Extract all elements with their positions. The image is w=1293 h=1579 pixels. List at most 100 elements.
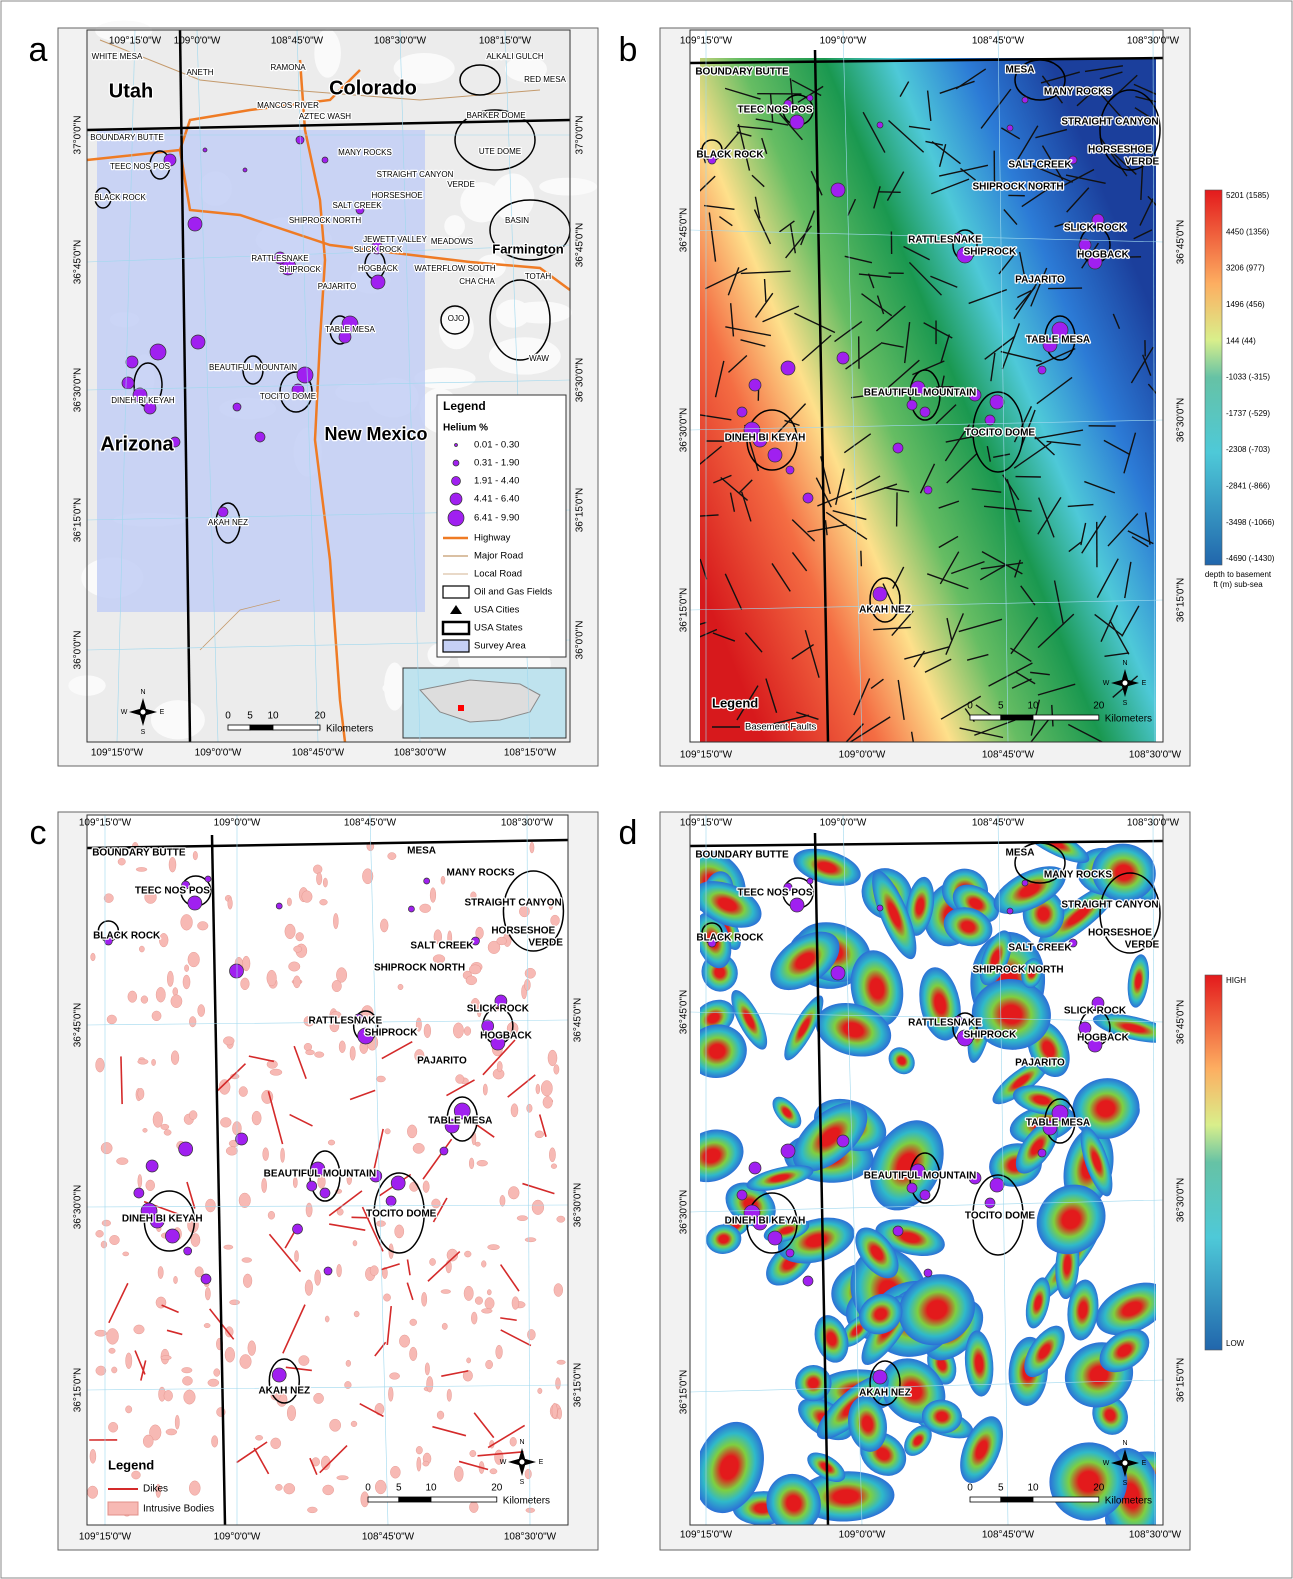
compass-letter: W [1103, 680, 1110, 687]
intrusive-body [557, 1408, 561, 1419]
intrusive-body [91, 953, 96, 961]
longitude-label: 108°30'0"W [1129, 1530, 1182, 1541]
state-label: Colorado [329, 77, 417, 99]
intrusive-body [442, 1323, 447, 1330]
intrusive-body [464, 1286, 473, 1301]
helium-sample [831, 966, 845, 980]
helium-sample [440, 1147, 448, 1155]
scale-bar [399, 1497, 431, 1502]
compass-letter: W [121, 709, 128, 716]
field-name: TEEC NOS POS [737, 888, 812, 899]
longitude-label: 108°15'0"W [479, 36, 532, 47]
scale-label: 5 [998, 1483, 1004, 1494]
intrusive-body [554, 1283, 563, 1296]
field-name: BARKER DOME [466, 111, 525, 120]
helium-sample [737, 1190, 747, 1200]
field-name: RATTLESNAKE [308, 1016, 382, 1027]
intrusive-body [481, 1309, 492, 1314]
intrusive-body [430, 888, 436, 903]
intrusive-body [510, 1437, 517, 1446]
field-name: JEWETT VALLEY [363, 235, 427, 244]
intrusive-body [441, 876, 445, 884]
colorbar-label: -1737 (-529) [1226, 409, 1270, 418]
helium-sample [790, 115, 804, 129]
intrusive-body [96, 1230, 104, 1237]
helium-sample [324, 1267, 332, 1275]
intrusive-body [299, 1355, 310, 1365]
helium-sample [134, 1188, 144, 1198]
field-name: BLACK ROCK [696, 150, 764, 161]
intrusive-body [477, 1160, 488, 1166]
intrusive-body [351, 1421, 357, 1427]
colorbar-label: -2841 (-866) [1226, 482, 1270, 491]
field-name: BLACK ROCK [696, 933, 764, 944]
colorbar-label: -3498 (-1066) [1226, 518, 1275, 527]
helium-sample [391, 1176, 405, 1190]
field-name: BEAUTIFUL MOUNTAIN [264, 1169, 376, 1180]
terrain [496, 299, 530, 327]
legend-symbol [448, 510, 464, 526]
compass-letter: S [520, 1479, 525, 1486]
helium-sample [831, 183, 845, 197]
intrusive-body [96, 1058, 105, 1072]
intrusive-body [390, 1466, 400, 1478]
intrusive-body [243, 1274, 252, 1288]
intrusive-body [552, 1403, 557, 1419]
intrusive-body [267, 970, 277, 986]
field-name: SHIPROCK [964, 247, 1018, 258]
intrusive-body [497, 937, 507, 945]
field-name: SLICK ROCK [467, 1004, 530, 1015]
field-name: STRAIGHT CANYON [1061, 900, 1158, 911]
intrusive-body [486, 1360, 493, 1369]
compass-letter: S [1123, 1480, 1128, 1487]
field-name: SALT CREEK [1008, 943, 1072, 954]
scale-unit: Kilometers [1105, 714, 1152, 725]
panel-label: b [619, 31, 638, 69]
legend-label: 4.41 - 6.40 [474, 494, 519, 505]
intrusive-body [333, 913, 338, 929]
field-name: BOUNDARY BUTTE [92, 848, 186, 859]
intrusive-body [549, 1148, 555, 1162]
intrusive-body [512, 1297, 519, 1310]
field-name: MANY ROCKS [1044, 870, 1112, 881]
helium-sample [179, 1142, 193, 1156]
field-name: AKAH NEZ [208, 518, 248, 527]
longitude-label: 108°30'0"W [501, 818, 554, 829]
intrusive-body [525, 1469, 532, 1479]
legend-label: Survey Area [474, 641, 526, 652]
intrusive-body [315, 1270, 321, 1286]
field-name: SALT CREEK [410, 941, 474, 952]
legend-subtitle: Helium % [443, 423, 488, 434]
field-name: WATERFLOW SOUTH [414, 264, 496, 273]
scale-label: 20 [491, 1483, 503, 1494]
intrusive-body [289, 962, 300, 971]
helium-sample [1022, 880, 1028, 886]
field-name: ANETH [186, 68, 213, 77]
field-name: BOUNDARY BUTTE [695, 67, 789, 78]
field-name: VERDE [1125, 940, 1160, 951]
intrusive-body [551, 1164, 557, 1169]
latitude-label: 36°15'0"N [73, 1368, 84, 1413]
legend-symbol [443, 622, 469, 634]
legend-label: USA Cities [474, 605, 520, 616]
intrusive-body [164, 1130, 171, 1136]
intrusive-body [293, 976, 300, 988]
intrusive-body [287, 898, 291, 906]
field-name: PAJARITO [1015, 1058, 1065, 1069]
helium-sample [386, 1196, 396, 1206]
latitude-label: 36°30'0"N [1176, 398, 1187, 443]
scale-bar [1001, 715, 1033, 720]
intrusive-body [466, 976, 477, 985]
intrusive-body [171, 1051, 179, 1065]
longitude-label: 109°15'0"W [79, 1532, 132, 1543]
intrusive-body [323, 1485, 334, 1495]
longitude-label: 109°0'0"W [214, 1532, 261, 1543]
helium-sample [203, 148, 207, 152]
field-name: SHIPROCK NORTH [374, 963, 465, 974]
helium-sample [255, 432, 265, 442]
intrusive-body [181, 914, 193, 930]
latitude-label: 36°45'0"N [73, 1003, 84, 1048]
intrusive-body [208, 1379, 219, 1386]
longitude-label: 109°15'0"W [91, 748, 144, 759]
intrusive-body [525, 968, 536, 978]
